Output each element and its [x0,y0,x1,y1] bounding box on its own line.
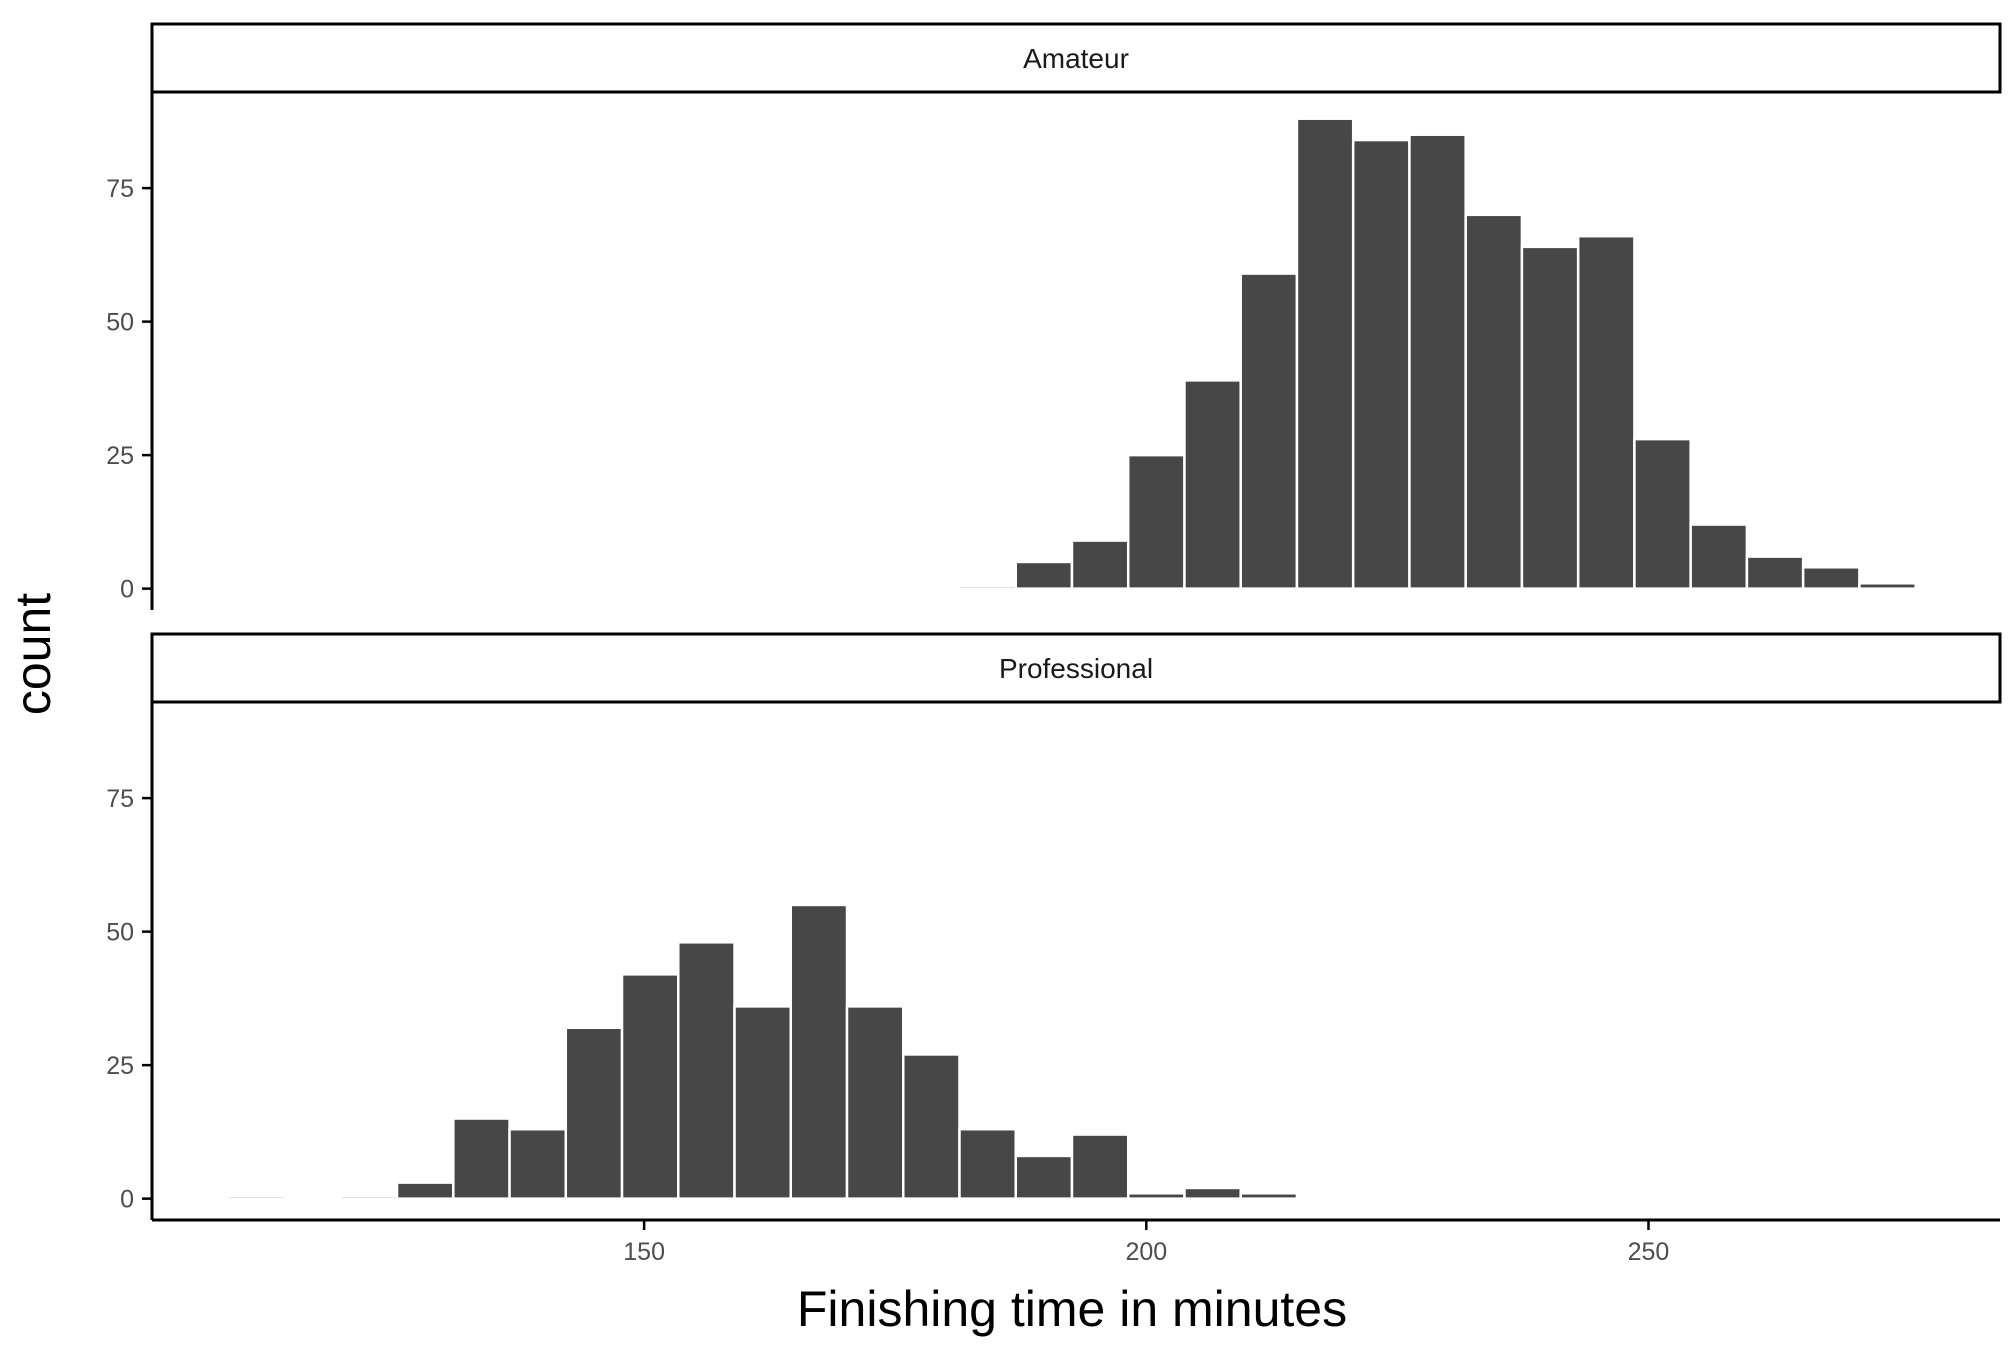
histogram-bar [227,1194,286,1200]
panel-amateur: Amateur 0 25 50 75 [106,22,2002,610]
histogram-bar [1014,560,1074,590]
histogram-bar [1745,555,1805,590]
histogram-bar [395,1181,455,1200]
histogram-bar [1520,245,1580,590]
histogram-bar [620,973,680,1200]
histogram-bar [1183,1186,1242,1200]
histogram-bar [1126,453,1186,590]
x-axis-title: Finishing time in minutes [797,1281,1347,1337]
histogram-bar [1633,437,1692,590]
histogram-bar [677,941,736,1200]
histogram-bar [1239,272,1299,590]
histogram-bar [564,1026,624,1200]
x-tick-label: 250 [1628,1238,1670,1266]
y-tick-label: 0 [120,576,134,604]
y-tick-label: 25 [106,1052,134,1080]
histogram-bar [1576,234,1636,590]
histogram-bar [1070,539,1130,590]
histogram-bar [958,584,1017,590]
histogram-bar [958,1127,1017,1200]
y-tick-label: 50 [106,919,134,947]
histogram-bar [1689,523,1749,590]
y-tick-label: 75 [106,785,134,813]
strip-label-amateur: Amateur [1023,43,1129,74]
histogram-bar [789,903,849,1200]
panel-professional: Professional 0 25 50 75 [106,632,2002,1220]
histogram-bar [452,1117,511,1200]
histogram-bar [1183,379,1242,590]
y-tick-label: 75 [106,175,134,203]
strip-professional [150,632,2002,704]
histogram-bar [733,1005,793,1200]
histogram-bar [508,1127,568,1200]
histogram-bar [339,1194,399,1200]
histogram-bar [1014,1154,1074,1200]
histogram-bar [1295,117,1355,590]
histogram-bar [1239,1192,1299,1200]
y-tick-label: 50 [106,309,134,337]
histogram-bar [1408,133,1467,590]
histogram-bar [1126,1192,1186,1200]
strip-label-professional: Professional [999,653,1153,684]
histogram-bar [1464,213,1524,590]
y-axis-title: count [5,593,61,715]
facet-panels: Amateur 0 25 50 75 Professional 0 25 50 75 [106,22,2002,1220]
x-tick-label: 150 [623,1238,665,1266]
histogram-bar [1801,566,1861,590]
histogram-bar [902,1053,961,1200]
x-tick-label: 200 [1125,1238,1167,1266]
y-tick-label: 25 [106,442,134,470]
x-axis: 150 200 250 [152,1218,2000,1266]
histogram-bar [1351,138,1411,590]
strip-amateur [150,22,2002,94]
histogram-bar [845,1005,905,1200]
histogram-bar [1858,582,1917,590]
histogram-bar [1070,1133,1130,1200]
y-tick-label: 0 [120,1186,134,1214]
